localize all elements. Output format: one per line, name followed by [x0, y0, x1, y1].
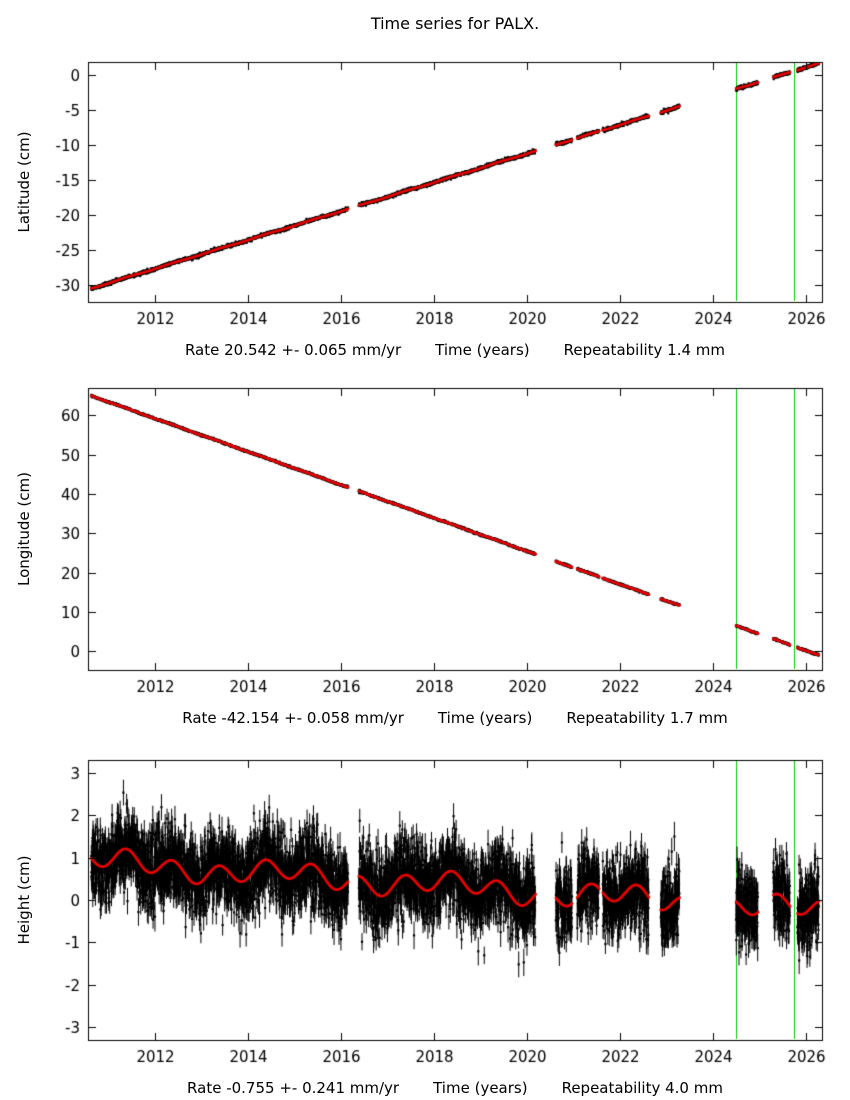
height-repeatability-label: Repeatability 4.0 mm: [561, 1079, 723, 1097]
longitude-repeatability-label: Repeatability 1.7 mm: [566, 709, 728, 727]
latitude-panel: Latitude (cm) Rate 20.542 +- 0.065 mm/yr…: [0, 56, 850, 360]
height-panel: Height (cm) Rate -0.755 +- 0.241 mm/yr T…: [0, 754, 850, 1098]
height-rate-label: Rate -0.755 +- 0.241 mm/yr: [187, 1079, 400, 1097]
longitude-plot-canvas: [28, 382, 828, 704]
height-caption: Rate -0.755 +- 0.241 mm/yr Time (years) …: [88, 1078, 822, 1098]
latitude-time-axis-label: Time (years): [435, 341, 530, 359]
chart-title: Time series for PALX.: [370, 14, 540, 33]
latitude-axis-title: Latitude (cm): [15, 131, 33, 233]
longitude-panel: Longitude (cm) Rate -42.154 +- 0.058 mm/…: [0, 382, 850, 728]
height-time-axis-label: Time (years): [433, 1079, 528, 1097]
longitude-rate-label: Rate -42.154 +- 0.058 mm/yr: [182, 709, 404, 727]
latitude-caption: Rate 20.542 +- 0.065 mm/yr Time (years) …: [88, 340, 822, 360]
longitude-caption: Rate -42.154 +- 0.058 mm/yr Time (years)…: [88, 708, 822, 728]
height-plot-canvas: [28, 754, 828, 1074]
longitude-time-axis-label: Time (years): [437, 709, 533, 727]
latitude-repeatability-label: Repeatability 1.4 mm: [563, 341, 726, 359]
longitude-axis-title: Longitude (cm): [15, 472, 33, 586]
latitude-plot-canvas: [28, 56, 828, 336]
height-axis-title: Height (cm): [15, 855, 33, 945]
latitude-rate-label: Rate 20.542 +- 0.065 mm/yr: [184, 341, 402, 359]
